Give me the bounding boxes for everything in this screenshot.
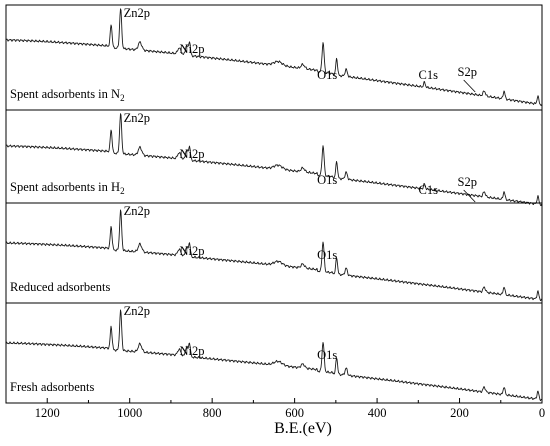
sample-label: Reduced adsorbents [10, 280, 110, 294]
sample-label-main: Fresh adsorbents [10, 380, 94, 394]
x-axis-title: B.E.(eV) [274, 420, 332, 437]
peak-label-o1s: O1s [317, 248, 337, 262]
peak-label-zn2p: Zn2p [124, 204, 150, 218]
peak-label-s2p: S2p [458, 175, 477, 189]
x-tick-label: 1000 [117, 406, 142, 420]
peak-label-ni2p: Ni2p [180, 244, 205, 258]
sample-label-main: Spent adsorbents in H [10, 180, 120, 194]
x-tick-label: 800 [203, 406, 222, 420]
x-axis: 1200 1000 800 600 400 200 0 [5, 398, 545, 420]
sample-label-main: Spent adsorbents in N [10, 87, 120, 101]
x-tick-label: 0 [539, 406, 545, 420]
x-tick-label: 200 [450, 406, 469, 420]
peak-label-o1s: O1s [317, 348, 337, 362]
peak-label-s2p: S2p [458, 65, 477, 79]
x-tick-label: 400 [368, 406, 387, 420]
sample-label-subscript: 2 [120, 93, 125, 103]
sample-label: Fresh adsorbents [10, 380, 94, 394]
panel-4: Fresh adsorbents Zn2p Ni2p O1s [5, 302, 543, 404]
spectrum-line [5, 8, 543, 106]
peak-label-o1s: O1s [317, 173, 337, 187]
spectrum-line [5, 113, 543, 207]
peak-label-c1s: C1s [419, 183, 439, 197]
sample-label-subscript: 2 [120, 186, 125, 196]
sample-label-main: Reduced adsorbents [10, 280, 110, 294]
panel-3: Reduced adsorbents Zn2p Ni2p O1s [5, 202, 543, 304]
peak-label-c1s: C1s [419, 68, 439, 82]
s2p-leader-line [463, 189, 476, 203]
peak-label-o1s: O1s [317, 68, 337, 82]
peak-label-zn2p: Zn2p [124, 304, 150, 318]
x-tick-label: 1200 [35, 406, 60, 420]
peak-label-ni2p: Ni2p [180, 344, 205, 358]
panel-1: Spent adsorbents in N2 Zn2p Ni2p O1s C1s S2p [5, 4, 543, 111]
peak-label-zn2p: Zn2p [124, 6, 150, 20]
peak-label-ni2p: Ni2p [180, 147, 205, 161]
sample-label: Spent adsorbents in N2 [10, 87, 125, 103]
spectrum-line [5, 309, 543, 402]
spectrum-line [5, 209, 542, 302]
peak-label-ni2p: Ni2p [180, 42, 205, 56]
peak-label-zn2p: Zn2p [124, 111, 150, 125]
panel-2: Spent adsorbents in H2 Zn2p Ni2p O1s C1s S2p [5, 109, 543, 207]
x-tick-label: 600 [285, 406, 304, 420]
sample-label: Spent adsorbents in H2 [10, 180, 125, 196]
s2p-leader-line [463, 79, 476, 93]
panel-frame [5, 302, 543, 404]
